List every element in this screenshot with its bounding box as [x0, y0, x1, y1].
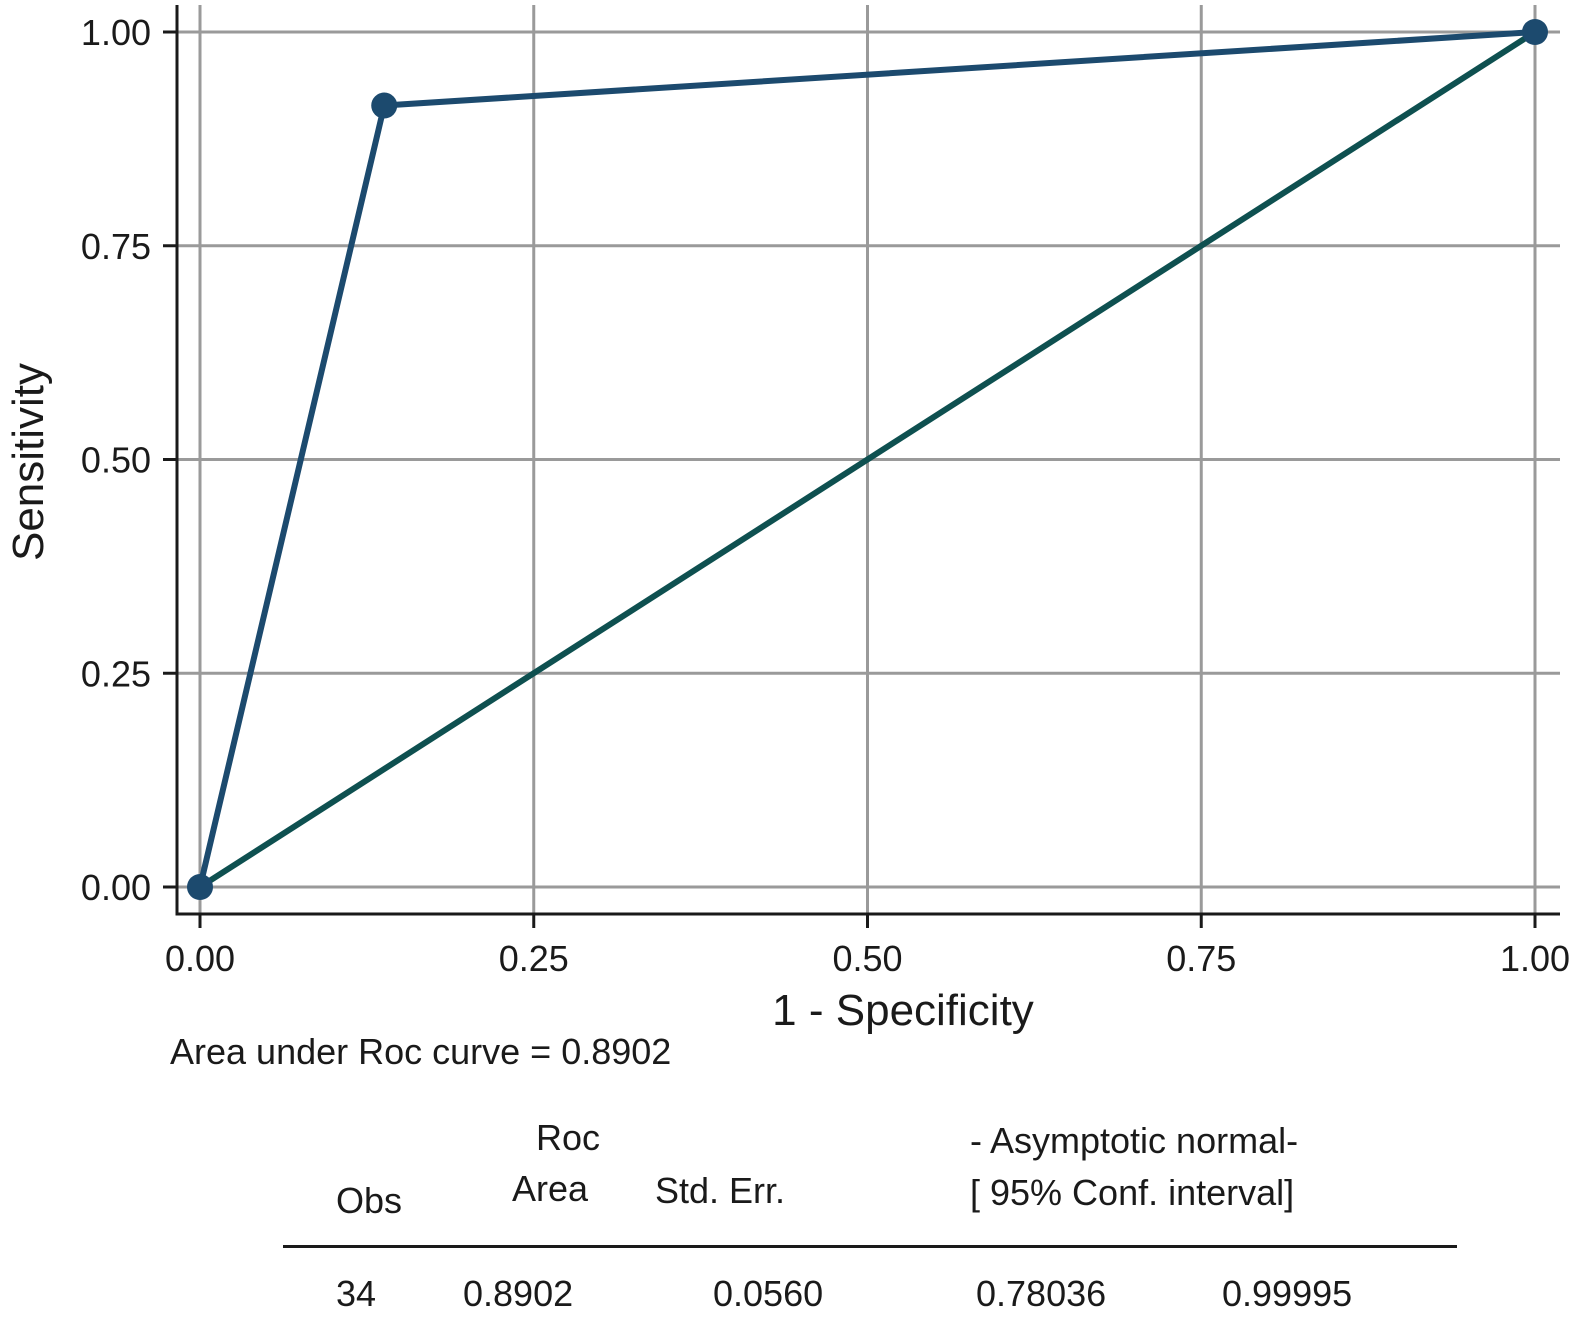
- x-tick-label: 0.50: [832, 938, 902, 979]
- y-tick-label: 0.75: [81, 226, 151, 267]
- x-tick-label: 1.00: [1500, 938, 1569, 979]
- header-std-err: Std. Err.: [655, 1170, 786, 1211]
- tick-labels: 0.00 0.25 0.50 0.75 1.00 0.00 0.25 0.50 0.75 1.00: [81, 12, 1569, 979]
- reference-line: [197, 29, 1538, 890]
- series-layer: [187, 19, 1548, 900]
- roc-point: [187, 874, 213, 900]
- y-tick-label: 0.50: [81, 440, 151, 481]
- cell-ci-low: 0.78036: [976, 1273, 1107, 1314]
- roc-point: [1522, 19, 1548, 45]
- y-tick-label: 0.00: [81, 867, 151, 908]
- cell-ci-high: 0.99995: [1222, 1273, 1353, 1314]
- header-asymptotic: - Asymptotic normal-: [970, 1120, 1299, 1161]
- cell-roc-area: 0.8902: [463, 1273, 574, 1314]
- roc-point: [371, 92, 398, 119]
- roc-chart: 0.00 0.25 0.50 0.75 1.00 0.00 0.25 0.50 0.75 1.00…: [4, 5, 1569, 1035]
- x-tick-label: 0.25: [499, 938, 569, 979]
- axes: [163, 5, 1560, 928]
- header-obs: Obs: [336, 1180, 403, 1221]
- table-divider: [283, 1245, 1457, 1248]
- y-axis-title: Sensitivity: [4, 363, 53, 561]
- header-roc: Roc: [536, 1117, 601, 1158]
- auc-summary: Area under Roc curve = 0.8902: [170, 1031, 672, 1072]
- x-tick-label: 0.75: [1166, 938, 1236, 979]
- header-conf-interval: [ 95% Conf. interval]: [970, 1172, 1295, 1213]
- y-tick-label: 0.25: [81, 653, 151, 694]
- y-tick-label: 1.00: [81, 12, 151, 53]
- x-axis-title: 1 - Specificity: [772, 986, 1034, 1035]
- cell-obs: 34: [336, 1273, 377, 1314]
- header-area: Area: [512, 1168, 589, 1209]
- x-tick-label: 0.00: [165, 938, 235, 979]
- cell-std-err: 0.0560: [713, 1273, 824, 1314]
- grid-lines: [177, 5, 1560, 914]
